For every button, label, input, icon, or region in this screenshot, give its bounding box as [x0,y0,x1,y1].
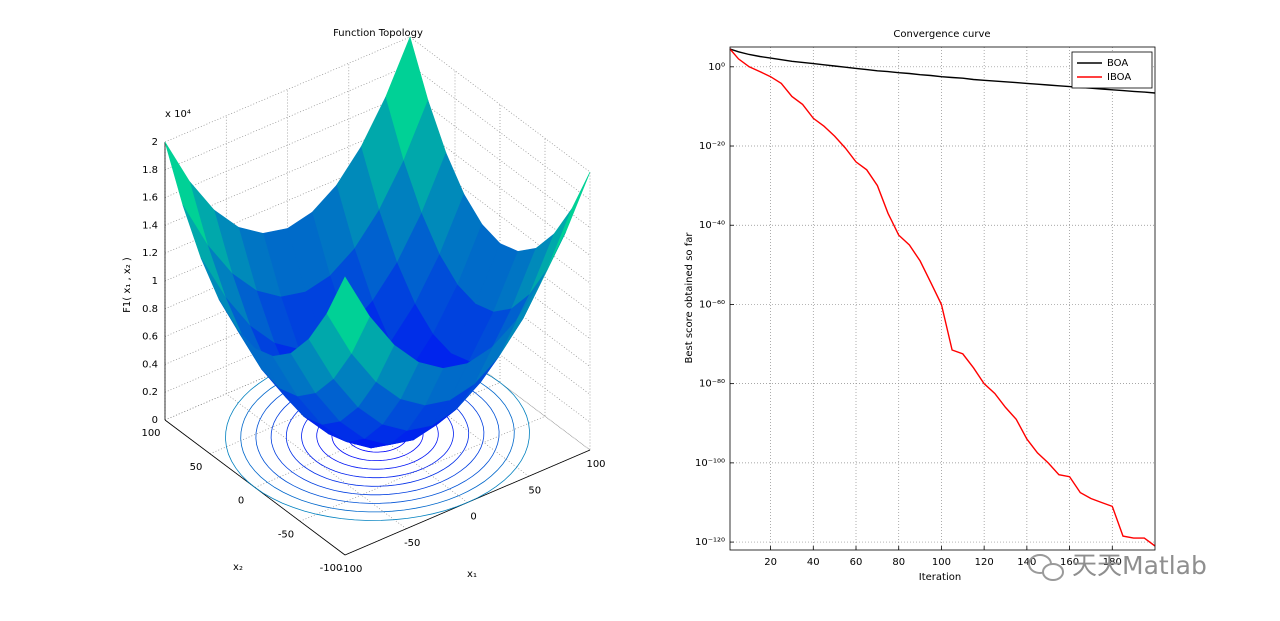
x2-tick-label: -50 [278,529,294,540]
z-tick-label: 0.8 [142,304,158,315]
surface-patch [326,276,370,354]
z-tick-label: 1.4 [142,220,158,231]
y-axis-label: Best score obtained so far [684,232,695,364]
z-tick-label: 0 [152,415,158,426]
y-tick-label: 10⁰ [708,62,725,73]
plot-frame [729,46,1156,551]
y-tick-label: 10⁻¹²⁰ [695,537,725,548]
z-label: F1( x₁ , x₂ ) [122,257,133,313]
y-tick-label: 10⁻⁶⁰ [699,299,725,310]
y-tick-label: 10⁻⁴⁰ [699,220,725,231]
x-tick-label: 120 [975,557,994,568]
y-tick-label: 10⁻⁸⁰ [699,379,725,390]
x1-tick-label: -50 [404,538,420,549]
x2-label: x₂ [233,562,243,573]
z-tick-label: 1 [152,276,158,287]
x1-tick-label: 50 [528,485,541,496]
x2-tick-label: -100 [320,563,343,574]
surface-title: Function Topology [333,28,423,39]
legend-label: IBOA [1107,72,1131,83]
z-tick-label: 0.6 [142,332,158,343]
x-tick-label: 80 [892,557,905,568]
z-tick-label: 0.4 [142,359,158,370]
z-tick-label: 1.2 [142,248,158,259]
x-axis-label: Iteration [919,572,961,583]
series-line [729,48,1156,547]
x-tick-label: 160 [1060,557,1079,568]
z-tick-label: 0.2 [142,387,158,398]
z-scale-label: x 10⁴ [165,109,191,120]
legend-box [1071,51,1153,89]
x-tick-label: 40 [807,557,820,568]
y-tick-label: 10⁻¹⁰⁰ [695,458,725,469]
watermark-icon [1028,554,1064,581]
z-tick-label: 1.8 [142,165,158,176]
x2-tick-label: 50 [190,462,203,473]
x-tick-label: 60 [850,557,863,568]
x2-tick-label: 0 [238,496,244,507]
y-tick-label: 10⁻²⁰ [699,141,725,152]
z-tick-label: 2 [152,137,158,148]
x-tick-label: 100 [932,557,951,568]
x-tick-label: 20 [764,557,777,568]
x-tick-label: 180 [1103,557,1122,568]
watermark: 天天Matlab [1072,551,1207,580]
x1-label: x₁ [467,569,477,580]
x1-tick-label: 0 [470,512,476,523]
x1-tick-label: 100 [586,459,605,470]
x1-tick-label: -100 [340,564,363,575]
convergence-title: Convergence curve [893,29,990,40]
x-tick-label: 140 [1017,557,1036,568]
x2-tick-label: 100 [141,428,160,439]
legend-label: BOA [1107,58,1128,69]
z-tick-label: 1.6 [142,193,158,204]
